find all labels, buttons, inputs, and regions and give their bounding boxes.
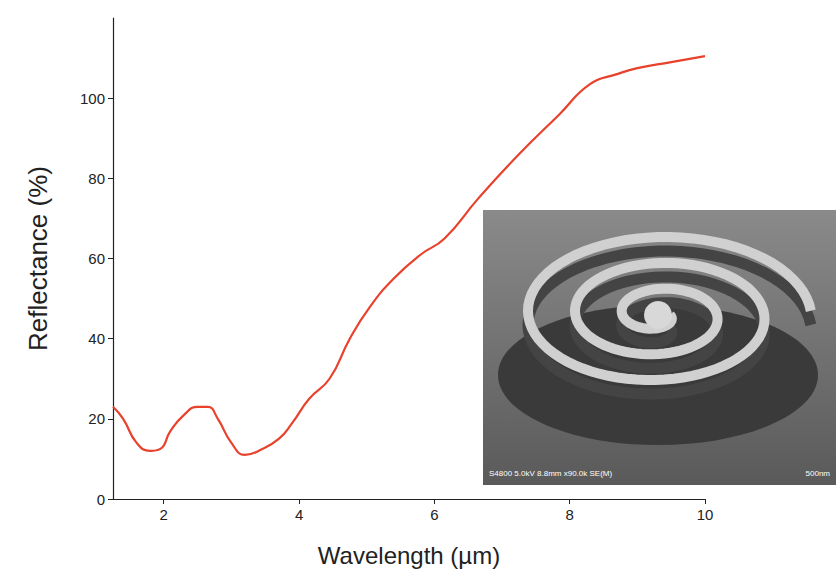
svg-text:8: 8 (566, 506, 574, 523)
svg-text:60: 60 (88, 250, 105, 267)
svg-text:Wavelength (µm): Wavelength (µm) (318, 542, 500, 569)
svg-text:10: 10 (697, 506, 714, 523)
svg-text:Reflectance (%): Reflectance (%) (23, 166, 53, 351)
svg-text:6: 6 (430, 506, 438, 523)
svg-text:S4800 5.0kV 8.8mm x90.0k SE(M): S4800 5.0kV 8.8mm x90.0k SE(M) (489, 469, 613, 478)
svg-text:4: 4 (295, 506, 303, 523)
svg-text:40: 40 (88, 330, 105, 347)
svg-text:80: 80 (88, 170, 105, 187)
svg-text:2: 2 (160, 506, 168, 523)
svg-text:500nm: 500nm (806, 469, 831, 478)
svg-text:20: 20 (88, 410, 105, 427)
svg-text:0: 0 (97, 491, 105, 508)
svg-text:100: 100 (80, 90, 105, 107)
